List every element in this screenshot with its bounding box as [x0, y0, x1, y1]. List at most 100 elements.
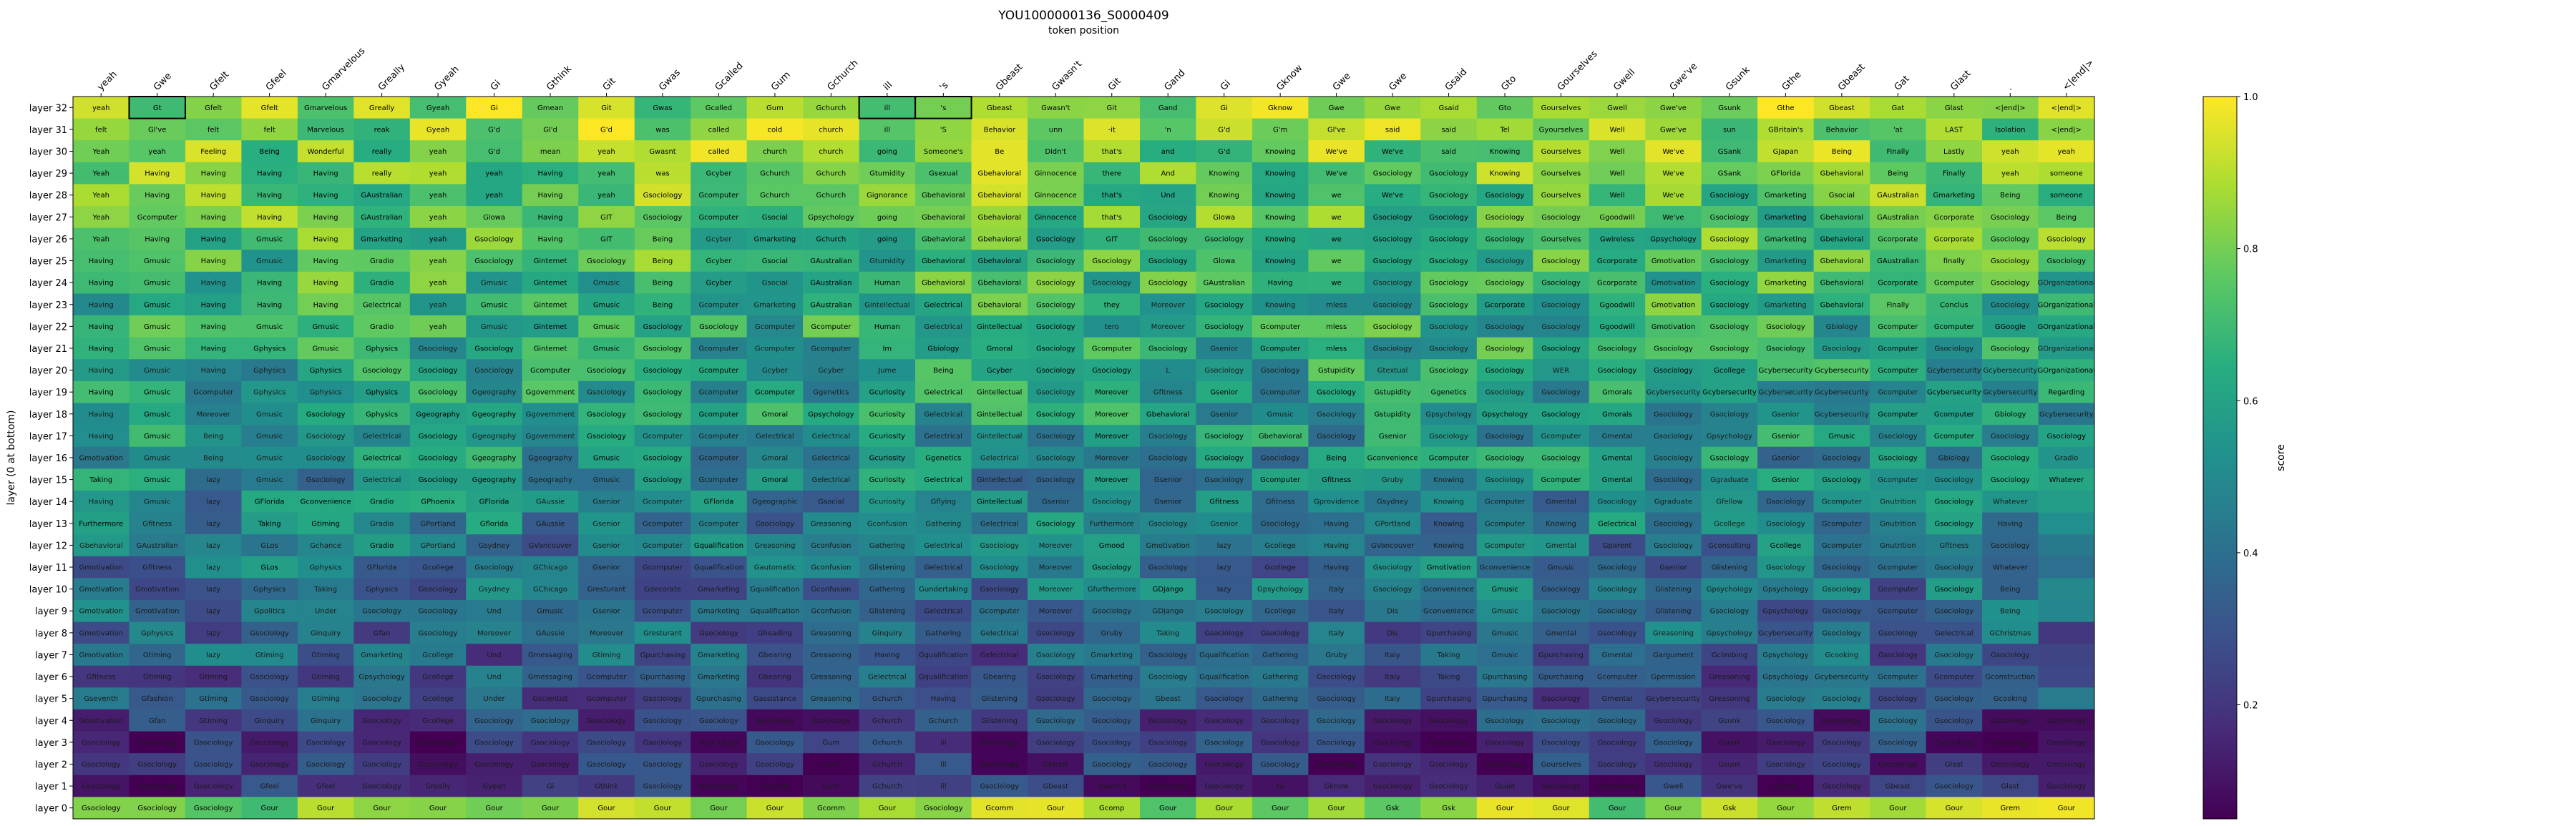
heatmap-cell	[522, 753, 579, 776]
heatmap-cell	[1476, 534, 1533, 557]
cell-label: Gsk	[1442, 805, 1455, 812]
cell-label: Gargument	[1653, 652, 1694, 659]
cell-label: Gcomputer	[1092, 345, 1133, 353]
heatmap-cell	[1083, 337, 1141, 360]
heatmap-cell	[915, 118, 972, 141]
cell-label: Gmusic	[481, 280, 507, 287]
cell-label: Gour	[1216, 805, 1234, 812]
heatmap-cell	[241, 162, 298, 185]
cell-label: Gmarketing	[698, 608, 740, 616]
cell-label: Moreover	[1095, 389, 1129, 397]
heatmap-cell	[297, 775, 354, 797]
heatmap-cell	[1028, 775, 1084, 797]
heatmap-cell	[1813, 250, 1870, 272]
cell-label: Gphysics	[141, 629, 173, 637]
y-tick-label: layer 13	[29, 519, 67, 530]
cell-label: Gintemet	[534, 301, 567, 309]
cell-label: Gsociology	[1204, 235, 1244, 243]
cell-label: Gsociology	[1654, 717, 1693, 725]
cell-label: was	[655, 170, 670, 178]
heatmap-cell	[1196, 490, 1253, 513]
cell-label: Gqualification	[1199, 652, 1249, 659]
heatmap-cell	[578, 184, 635, 207]
cell-label: Gfitness	[1939, 542, 1968, 550]
heatmap-cell	[2038, 468, 2095, 491]
cell-label: Gsociology	[362, 717, 401, 725]
cell-label: Im	[882, 345, 892, 353]
cell-label: Gsociology	[1541, 410, 1581, 418]
heatmap-cell	[1196, 206, 1253, 228]
heatmap-cell	[1926, 621, 1983, 644]
cell-label: Gwireless	[1600, 235, 1634, 243]
heatmap-cell	[1813, 380, 1870, 403]
heatmap-cell	[1139, 687, 1196, 710]
cell-label: Gintellectual	[864, 301, 909, 309]
heatmap-cell	[409, 468, 467, 491]
cell-label: Gsociology	[250, 695, 289, 703]
heatmap-cell	[1028, 709, 1084, 732]
heatmap-cell	[859, 293, 916, 316]
cell-label: Gsociology	[1261, 717, 1300, 725]
cell-label: Gnutrition	[1880, 520, 1916, 528]
heatmap-cell	[1926, 271, 1983, 294]
cell-label: Ggeography	[472, 389, 517, 397]
heatmap-cell	[409, 250, 467, 272]
heatmap-cell	[578, 206, 635, 228]
heatmap-cell	[297, 250, 354, 272]
cell-label: Gmusic	[1267, 410, 1293, 418]
cell-label: Greasoning	[1653, 629, 1694, 637]
heatmap-cell	[915, 665, 972, 688]
cell-label: Gour	[485, 805, 503, 812]
heatmap-cell	[522, 775, 579, 797]
cell-label: Knowing	[1265, 301, 1296, 309]
cell-label: Gpsychology	[1425, 410, 1471, 418]
x-tick-label: Gthink	[545, 64, 574, 93]
cell-label: Gmarketing	[1765, 192, 1807, 200]
cell-label: Gmoral	[762, 455, 789, 463]
cell-label: Gsociology	[643, 367, 683, 375]
heatmap-cell	[1420, 512, 1478, 535]
heatmap-cell	[1252, 425, 1309, 447]
heatmap-cell	[2038, 753, 2095, 776]
y-tick-label: layer 31	[29, 125, 67, 136]
cell-label: Gsociology	[587, 761, 626, 769]
cell-label: Gmoral	[762, 476, 789, 484]
heatmap-cell	[1926, 425, 1983, 447]
cell-label: Ginquiry	[311, 717, 341, 725]
cell-label: Gsociology	[1823, 476, 1862, 484]
heatmap-cell	[466, 687, 523, 710]
cell-label: Gsociology	[1654, 345, 1693, 353]
cell-label: Gsociology	[699, 761, 738, 769]
heatmap-cell	[1308, 403, 1365, 426]
heatmap-cell	[1083, 687, 1141, 710]
cell-label: Having	[257, 214, 282, 222]
cell-label: Gsociology	[1485, 433, 1525, 441]
cell-label: we	[1331, 257, 1341, 265]
cell-label: Gsociology	[699, 783, 738, 791]
cell-label: Gsociology	[1654, 455, 1693, 463]
cell-label: Gphysics	[253, 345, 286, 353]
cell-label: and	[1161, 148, 1175, 156]
cell-label: Greasoning	[1709, 674, 1750, 682]
cell-label: Gsociology	[587, 739, 626, 747]
heatmap-cell	[1926, 250, 1983, 272]
cell-label: GAustralian	[361, 192, 402, 200]
heatmap-cell	[1308, 775, 1365, 797]
heatmap-cell	[466, 446, 523, 469]
cell-label: Being	[1832, 148, 1852, 156]
heatmap-cell	[578, 425, 635, 447]
heatmap-cell	[1533, 709, 1590, 732]
heatmap-cell	[1476, 753, 1533, 776]
cell-label: Gfelt	[205, 104, 222, 112]
heatmap-cell	[1308, 578, 1365, 601]
heatmap-cell	[746, 534, 804, 557]
heatmap-cell	[73, 359, 130, 382]
heatmap-cell	[859, 206, 916, 228]
cell-label: Gsenior	[592, 498, 620, 506]
heatmap-cell	[803, 206, 859, 228]
heatmap-cell	[129, 293, 186, 316]
cell-label: Gsociology	[1766, 323, 1805, 331]
heatmap-cell	[522, 184, 579, 207]
cell-label: Gsydney	[1377, 498, 1408, 506]
cell-label: Gsociology	[1934, 739, 1974, 747]
